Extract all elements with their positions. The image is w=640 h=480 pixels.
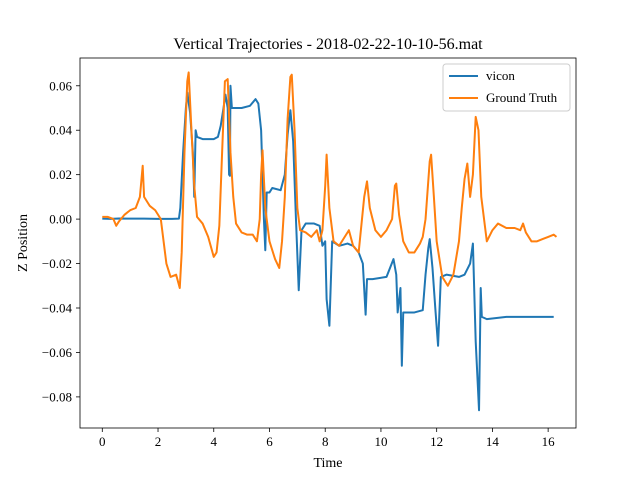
y-tick-label: −0.02: [42, 256, 72, 271]
y-tick-label: 0.02: [49, 167, 72, 182]
x-tick-label: 10: [374, 434, 387, 449]
series-layer: [102, 71, 558, 412]
legend: vicon Ground Truth: [442, 63, 571, 112]
series-line-ground-truth: [102, 71, 558, 289]
chart-title: Vertical Trajectories - 2018-02-22-10-10…: [173, 36, 483, 53]
x-tick-label: 16: [542, 434, 556, 449]
x-tick-label: 4: [211, 434, 218, 449]
x-tick-label: 0: [99, 434, 106, 449]
x-tick-label: 8: [322, 434, 329, 449]
y-tick-label: −0.04: [42, 301, 73, 316]
legend-label-ground-truth: Ground Truth: [486, 90, 558, 105]
y-tick-label: 0.06: [49, 78, 72, 93]
x-tick-label: 14: [486, 434, 500, 449]
y-tick-label: −0.08: [42, 389, 72, 404]
x-tick-label: 2: [155, 434, 162, 449]
x-axis: 0 2 4 6 8 10 12 14 16: [99, 428, 555, 449]
plot-frame: [79, 57, 577, 429]
x-tick-label: 6: [266, 434, 273, 449]
x-tick-label: 12: [430, 434, 443, 449]
x-axis-label: Time: [313, 456, 342, 471]
y-axis: −0.08 −0.06 −0.04 −0.02 0.00 0.02 0.04 0.06: [42, 78, 80, 404]
y-tick-label: −0.06: [42, 345, 73, 360]
y-axis-label: Z Position: [16, 214, 31, 272]
legend-label-vicon: vicon: [486, 68, 515, 83]
y-tick-label: 0.04: [49, 123, 72, 138]
y-tick-label: 0.00: [49, 212, 72, 227]
